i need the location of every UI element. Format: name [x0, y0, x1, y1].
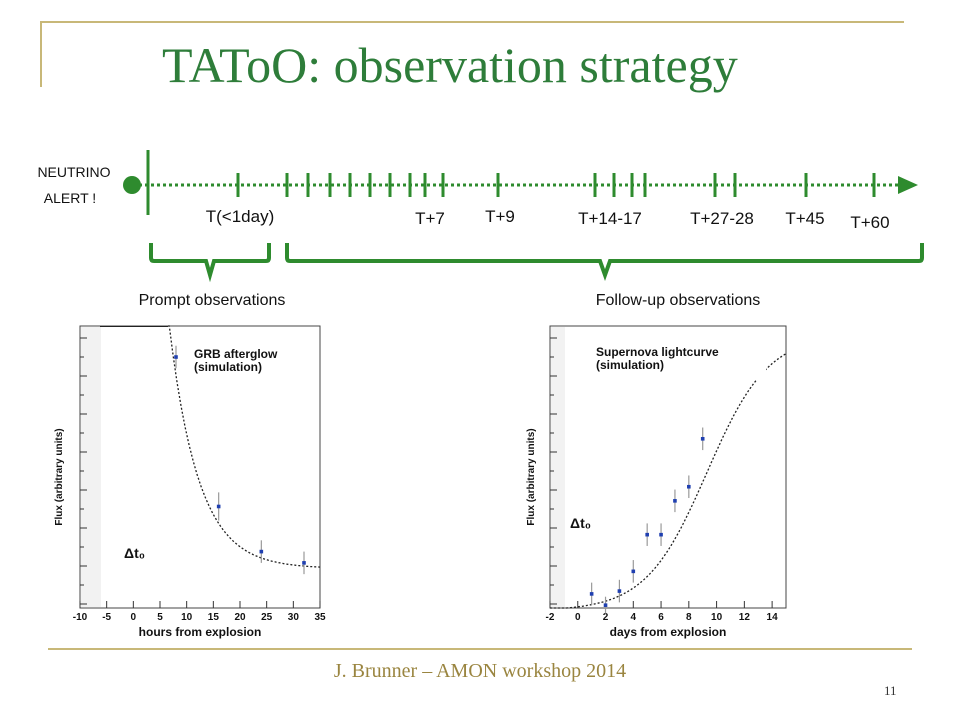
x-tick-label: 4	[631, 612, 637, 623]
data-point	[687, 484, 691, 489]
data-point	[589, 592, 594, 596]
x-tick-label: 10	[711, 612, 723, 623]
x-tick-label: 14	[767, 612, 779, 623]
x-tick-label: -2	[546, 612, 555, 623]
y-axis-label: Flux (arbitrary units)	[54, 428, 65, 525]
delta-t0-annotation: Δt₀	[124, 545, 145, 561]
alert-label-line2: ALERT !	[44, 190, 96, 206]
chart-title-bg	[590, 338, 766, 380]
timeline-ticks	[236, 173, 876, 197]
chart-subtitle: (simulation)	[596, 358, 664, 372]
data-point	[174, 355, 178, 359]
data-point	[617, 589, 622, 593]
data-point	[302, 561, 306, 565]
data-point	[673, 499, 677, 503]
x-tick-label: -10	[73, 612, 88, 623]
label-t9: T+9	[485, 207, 515, 226]
data-point	[645, 532, 649, 537]
data-point	[631, 569, 636, 574]
x-tick-label: 0	[575, 612, 581, 623]
x-tick-label: 30	[288, 612, 300, 623]
x-tick-label: 0	[131, 612, 137, 623]
slide-title: TAToO: observation strategy	[162, 37, 738, 93]
data-point	[700, 437, 705, 441]
shaded-region	[81, 327, 101, 607]
chart-subtitle: (simulation)	[194, 360, 262, 374]
frame-left-line	[40, 21, 42, 87]
followup-bracket	[285, 243, 924, 281]
x-axis-label: hours from explosion	[139, 625, 262, 639]
x-tick-label: 10	[181, 612, 193, 623]
x-tick-label: 35	[314, 612, 326, 623]
label-t27-28: T+27-28	[690, 209, 754, 228]
model-curve	[168, 325, 321, 568]
label-t-lt-1day: T(<1day)	[206, 207, 275, 226]
footer-line	[48, 648, 912, 650]
x-tick-label: 6	[658, 612, 664, 623]
label-t14-17: T+14-17	[578, 209, 642, 228]
label-t60: T+60	[850, 213, 889, 232]
x-tick-label: 5	[157, 612, 163, 623]
x-tick-label: 20	[234, 612, 246, 623]
x-tick-label: 2	[603, 612, 609, 623]
data-point	[259, 549, 264, 554]
x-tick-label: 15	[208, 612, 220, 623]
frame-top-line	[40, 21, 904, 23]
timeline-arrowhead	[898, 176, 918, 194]
x-tick-label: 8	[686, 612, 692, 623]
label-t45: T+45	[785, 209, 824, 228]
grb-chart-svg: -10 -5 0 5 10 15 20 25 30 35 GRB afterglow(simulat…	[54, 325, 326, 639]
x-tick-label: 25	[261, 612, 273, 623]
supernova-chart: -2 0 2 4 6 8 10 12 14 Supernova lightcurve (simula…	[520, 322, 796, 642]
data-point	[603, 603, 608, 607]
grb-chart: -10 -5 0 5 10 15 20 25 30 35 GRB afterglow (simulat…	[34, 322, 330, 642]
prompt-label: Prompt observations	[139, 292, 286, 309]
label-t7: T+7	[415, 209, 445, 228]
chart-title: GRB afterglow	[194, 347, 278, 361]
shaded-region	[551, 327, 565, 607]
footer-text: J. Brunner – AMON workshop 2014	[333, 660, 627, 682]
alert-label-line1: NEUTRINO	[37, 164, 110, 180]
supernova-chart-svg: -2 0 2 4 6 8 10 12 14 Supernova lightcurve(simula…	[526, 325, 787, 639]
page-number: 11	[884, 683, 897, 698]
data-point	[216, 504, 221, 509]
followup-label: Follow-up observations	[596, 292, 761, 309]
x-tick-label: 12	[739, 612, 751, 623]
data-point	[659, 532, 663, 537]
prompt-bracket	[149, 243, 271, 283]
x-tick-label: -5	[102, 612, 111, 623]
alert-dot	[123, 176, 141, 194]
delta-t0-annotation: Δt₀	[570, 515, 591, 531]
chart-title-bg	[190, 338, 316, 380]
x-axis-label: days from explosion	[610, 625, 727, 639]
chart-title: Supernova lightcurve	[596, 345, 719, 359]
y-axis-label: Flux (arbitrary units)	[526, 428, 537, 525]
timeline-axis	[123, 150, 918, 215]
